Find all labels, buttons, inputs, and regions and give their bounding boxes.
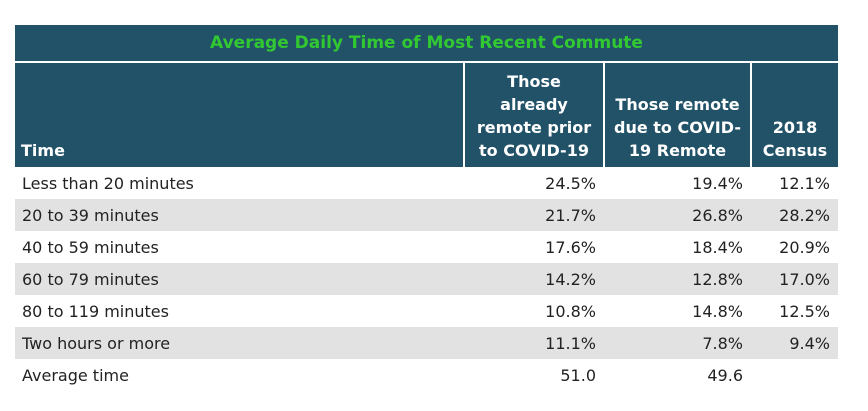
cell-already-remote: 24.5% [545,173,596,193]
cell-remote-due-to-covid: 26.8% [604,199,751,231]
table-row: Less than 20 minutes 24.5% 19.4% 12.1% [15,167,838,199]
cell-remote-due-to-covid: 18.4% [692,237,743,257]
row-label: 60 to 79 minutes [15,263,464,295]
cell-already-remote: 11.1% [464,327,604,359]
table-row: Average time 51.0 49.6 [15,359,838,391]
cell-remote-due-to-covid: 19.4% [692,173,743,193]
row-label: Two hours or more [15,327,464,359]
cell-remote-due-to-covid: 14.8% [692,301,743,321]
row-label: Less than 20 minutes [22,173,194,193]
table-row: 40 to 59 minutes 17.6% 18.4% 20.9% [15,231,838,263]
cell-2018-census: 9.4% [751,327,838,359]
cell-remote-due-to-covid: 12.8% [604,263,751,295]
cell-already-remote: 10.8% [545,301,596,321]
table-row: 60 to 79 minutes 14.2% 12.8% 17.0% [15,263,838,295]
cell-2018-census: 12.1% [779,173,830,193]
cell-already-remote: 14.2% [464,263,604,295]
column-header-already-remote: Those already remote prior to COVID-19 [463,62,604,167]
cell-2018-census: 12.5% [779,301,830,321]
table-title: Average Daily Time of Most Recent Commut… [15,25,838,63]
cell-already-remote: 51.0 [560,365,596,385]
row-label: 20 to 39 minutes [15,199,464,231]
column-header-2018-census: 2018 Census [750,62,838,167]
row-label: Average time [22,365,129,385]
table-row: 20 to 39 minutes 21.7% 26.8% 28.2% [15,199,838,231]
row-label: 40 to 59 minutes [22,237,159,257]
commute-table: Average Daily Time of Most Recent Commut… [15,25,838,391]
cell-2018-census [751,359,838,391]
column-header-remote-due-to-covid: Those remote due to COVID-19 Remote [603,62,751,167]
cell-remote-due-to-covid: 49.6 [707,365,743,385]
cell-already-remote: 17.6% [545,237,596,257]
cell-2018-census: 28.2% [751,199,838,231]
table-row: Two hours or more 11.1% 7.8% 9.4% [15,327,838,359]
row-label: 80 to 119 minutes [22,301,169,321]
cell-already-remote: 21.7% [464,199,604,231]
table-row: 80 to 119 minutes 10.8% 14.8% 12.5% [15,295,838,327]
cell-2018-census: 17.0% [751,263,838,295]
cell-2018-census: 20.9% [779,237,830,257]
column-header-time: Time [15,62,464,167]
cell-remote-due-to-covid: 7.8% [604,327,751,359]
